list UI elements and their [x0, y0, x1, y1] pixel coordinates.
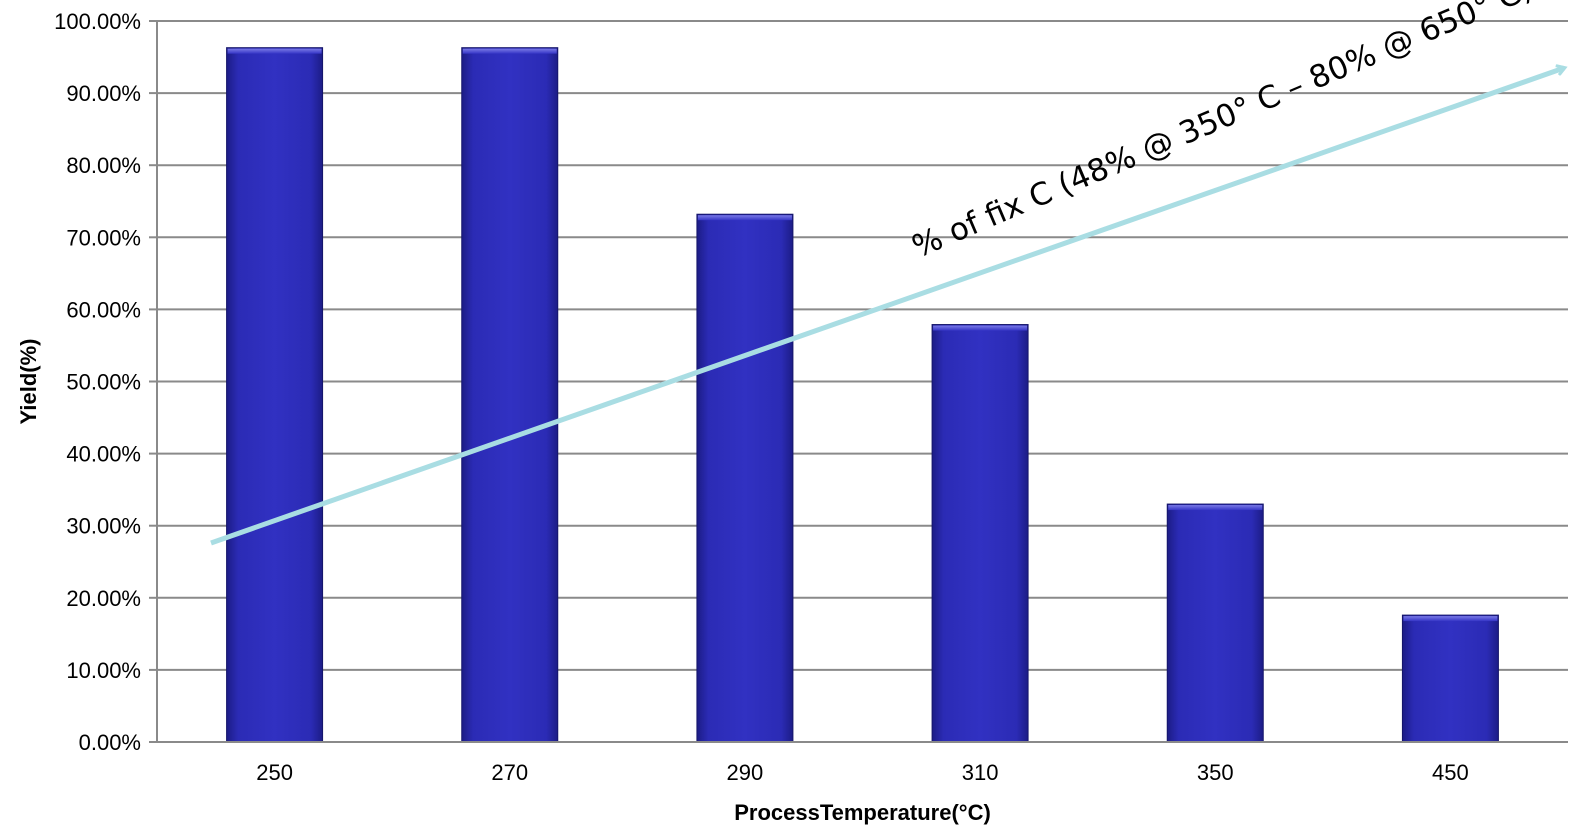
y-tick-label: 40.00%: [66, 442, 141, 467]
x-axis-title: ProcessTemperature(°C): [734, 800, 991, 825]
bar: [1401, 614, 1499, 743]
y-tick-label: 10.00%: [66, 658, 141, 683]
bar-highlight: [1168, 505, 1263, 511]
bar-highlight: [1403, 616, 1498, 622]
x-tick-label: 270: [491, 760, 528, 785]
gridlines: [149, 20, 1568, 743]
bar-highlight: [462, 48, 557, 54]
y-tick-label: 20.00%: [66, 586, 141, 611]
y-tick-label: 60.00%: [66, 297, 141, 322]
y-tick-label: 70.00%: [66, 225, 141, 250]
bar: [931, 324, 1029, 743]
y-tick-label: 80.00%: [66, 153, 141, 178]
y-axis-title: Yield(%): [16, 339, 41, 425]
y-tick-label: 30.00%: [66, 514, 141, 539]
bar-highlight: [697, 215, 792, 221]
trend-arrow: [210, 68, 1564, 546]
bar-highlight: [227, 48, 322, 54]
y-tick-labels: 0.00% 10.00% 20.00% 30.00% 40.00% 50.00% 60.00…: [54, 9, 141, 755]
x-tick-labels: 250 270 290 310 350 450: [256, 760, 1469, 785]
bar-highlight: [933, 325, 1028, 331]
y-tick-label: 100.00%: [54, 9, 141, 34]
bar: [461, 47, 559, 743]
x-tick-label: 450: [1432, 760, 1469, 785]
y-tick-label: 50.00%: [66, 370, 141, 395]
bar: [696, 213, 794, 743]
x-tick-label: 290: [727, 760, 764, 785]
y-tick-label: 0.00%: [79, 730, 141, 755]
bar: [1166, 503, 1264, 743]
bars: [226, 47, 1499, 743]
bar: [226, 47, 324, 743]
x-tick-label: 350: [1197, 760, 1234, 785]
x-tick-label: 310: [962, 760, 999, 785]
annotation-text: % of fix C (48% @ 350° C – 80% @ 650° C): [907, 0, 1537, 265]
axes: [156, 21, 1568, 743]
y-tick-label: 90.00%: [66, 81, 141, 106]
x-tick-label: 250: [256, 760, 293, 785]
